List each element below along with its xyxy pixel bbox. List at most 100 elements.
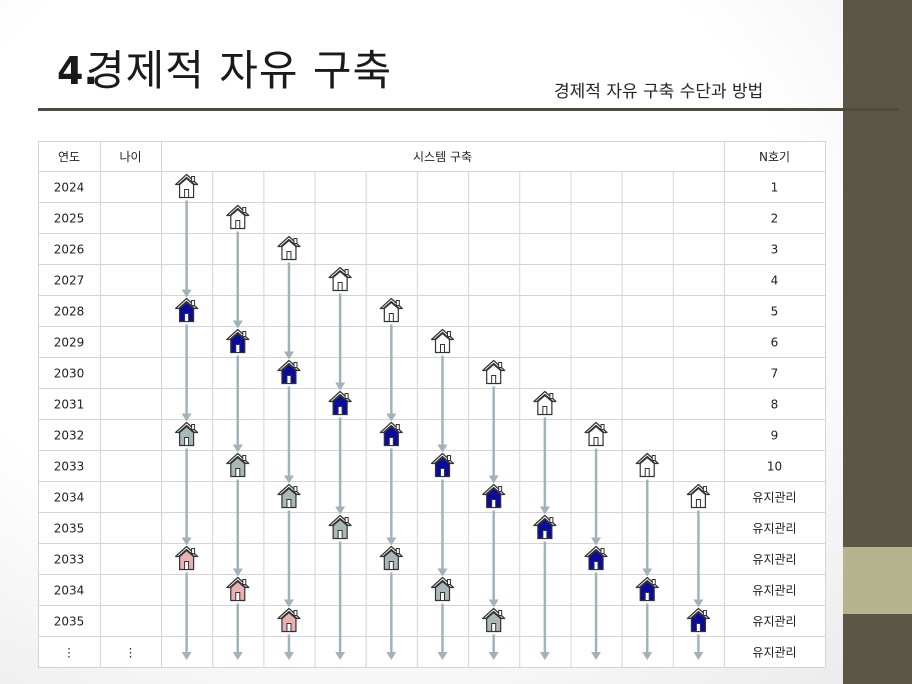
- house-icon: [584, 545, 608, 571]
- arrow-down-icon: [283, 652, 294, 660]
- house-icon: [635, 452, 659, 478]
- house-icon: [379, 545, 403, 571]
- cell-count: 유지관리: [752, 522, 796, 536]
- house-icon: [379, 421, 403, 447]
- cell-year: 2025: [54, 212, 85, 226]
- arrow-down-icon: [437, 444, 448, 453]
- arrow-down-icon: [386, 413, 397, 422]
- house-icon: [328, 390, 352, 416]
- house-icon: [430, 576, 455, 602]
- house-icon: [686, 607, 711, 633]
- arrow-down-icon: [437, 652, 448, 660]
- arrow-down-icon: [181, 289, 192, 298]
- cell-year: 2035: [54, 522, 85, 536]
- cell-year: 2033: [54, 553, 85, 567]
- title-divider: [38, 108, 898, 111]
- table-row: 2031 8: [54, 398, 779, 412]
- house-icon: [328, 514, 352, 540]
- house-icon: [174, 421, 199, 447]
- cell-year: 2032: [54, 429, 85, 443]
- cell-count: 10: [767, 460, 782, 474]
- table-row: 2035 유지관리: [54, 615, 797, 629]
- cell-count: 9: [771, 429, 779, 443]
- house-icon: [430, 328, 455, 354]
- arrow-down-icon: [642, 652, 653, 660]
- subtitle: 경제적 자유 구축 수단과 방법: [554, 82, 764, 102]
- timeline-arrows: [181, 200, 704, 660]
- table-row: 2033 유지관리: [54, 553, 797, 567]
- house-icon: [482, 483, 506, 509]
- cell-year: 2026: [54, 243, 85, 257]
- house-icon: [686, 483, 711, 509]
- cell-count: 6: [771, 336, 779, 350]
- house-icon: [482, 359, 506, 385]
- arrow-down-icon: [335, 506, 346, 515]
- cell-year: 2033: [54, 460, 85, 474]
- arrow-down-icon: [283, 351, 294, 360]
- house-icon: [482, 607, 506, 633]
- cell-count: 유지관리: [752, 615, 796, 629]
- arrow-down-icon: [693, 599, 704, 608]
- header-year: 연도: [58, 150, 80, 164]
- cell-count: 8: [771, 398, 779, 412]
- house-icon: [533, 514, 557, 540]
- house-icon: [174, 297, 199, 323]
- arrow-down-icon: [232, 444, 243, 453]
- table-row: 2033 10: [54, 460, 782, 474]
- cell-year: 2027: [54, 274, 85, 288]
- arrow-down-icon: [181, 413, 192, 422]
- arrow-down-icon: [232, 568, 243, 577]
- arrow-down-icon: [591, 537, 602, 546]
- cell-count: 5: [771, 305, 779, 319]
- cell-year: 2029: [54, 336, 85, 350]
- cell-year: 2034: [54, 491, 85, 505]
- cell-count: 유지관리: [752, 491, 796, 505]
- table-row: 2034 유지관리: [54, 584, 797, 598]
- header-count: N호기: [759, 150, 790, 164]
- table-row: 2035 유지관리: [54, 522, 797, 536]
- table-background: [38, 141, 825, 667]
- arrow-down-icon: [283, 599, 294, 608]
- arrow-down-icon: [232, 652, 243, 660]
- house-icon: [226, 576, 250, 602]
- cell-year: 2024: [54, 181, 85, 195]
- cell-age: ⋮: [125, 646, 137, 660]
- house-icon: [174, 173, 199, 199]
- house-icon: [635, 576, 659, 602]
- arrow-down-icon: [181, 652, 192, 660]
- arrow-down-icon: [488, 475, 499, 484]
- arrow-down-icon: [591, 652, 602, 660]
- cell-year: 2034: [54, 584, 85, 598]
- arrow-down-icon: [488, 599, 499, 608]
- title-number: 4.: [57, 49, 98, 93]
- house-icon: [226, 204, 250, 230]
- arrow-down-icon: [181, 537, 192, 546]
- cell-count: 4: [771, 274, 779, 288]
- table-row: 2029 6: [54, 336, 779, 350]
- house-icon: [430, 452, 455, 478]
- house-icon: [533, 390, 557, 416]
- arrow-down-icon: [539, 506, 550, 515]
- table-row: 2026 3: [54, 243, 779, 257]
- cell-count: 2: [771, 212, 779, 226]
- page-title: 경제적 자유 구축: [86, 46, 393, 95]
- table-row: 2025 2: [54, 212, 779, 226]
- cell-year: ⋮: [63, 646, 75, 660]
- arrow-down-icon: [539, 652, 550, 660]
- house-icon: [226, 328, 250, 354]
- house-icon: [328, 266, 352, 292]
- table-body: 2024 1 2025 2 2026 3 2027 4 2028 5 2029 6 2030 7 2031 8…: [54, 181, 797, 660]
- table-row: ⋮ ⋮ 유지관리: [63, 646, 797, 660]
- arrow-down-icon: [232, 320, 243, 329]
- house-icon: [174, 545, 199, 571]
- cell-year: 2031: [54, 398, 85, 412]
- header-system: 시스템 구축: [413, 150, 472, 164]
- table-grid-lines: [38, 141, 826, 668]
- arrow-down-icon: [642, 568, 653, 577]
- cell-count: 유지관리: [752, 553, 796, 567]
- table-row: 2027 4: [54, 274, 779, 288]
- house-icon: [277, 607, 301, 633]
- table-row: 2024 1: [54, 181, 779, 195]
- cell-count: 3: [771, 243, 779, 257]
